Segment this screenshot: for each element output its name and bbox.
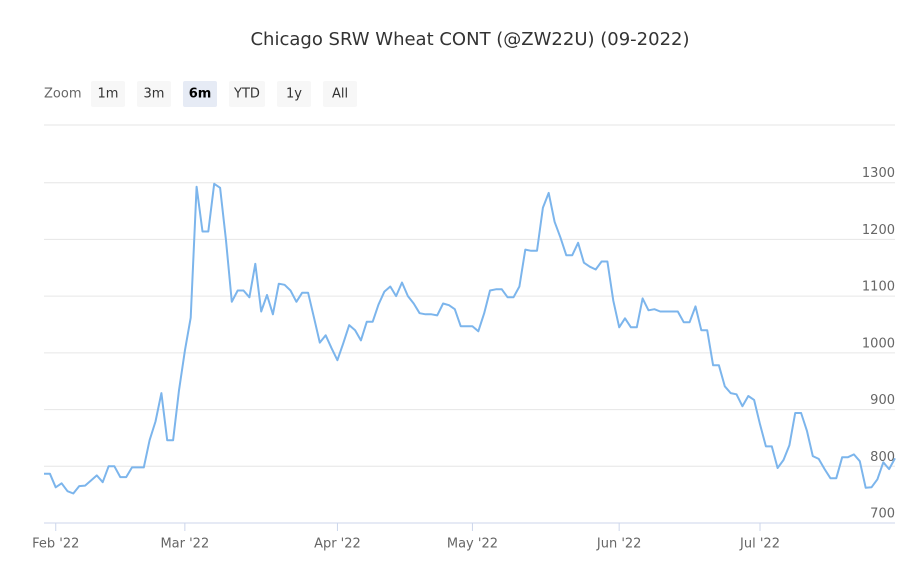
x-tick-label: Apr '22 bbox=[314, 537, 361, 552]
y-tick-label: 1200 bbox=[862, 223, 895, 238]
x-tick-label: Jun '22 bbox=[596, 537, 642, 552]
x-tick-label: Feb '22 bbox=[32, 537, 79, 552]
zoom-button-label[interactable]: All bbox=[332, 87, 348, 102]
zoom-button-label[interactable]: 3m bbox=[144, 87, 165, 102]
y-tick-label: 700 bbox=[870, 507, 895, 522]
y-tick-label: 1300 bbox=[862, 166, 895, 181]
chart-title: Chicago SRW Wheat CONT (@ZW22U) (09-2022… bbox=[250, 29, 689, 50]
zoom-button[interactable] bbox=[277, 81, 311, 107]
y-tick-label: 1100 bbox=[862, 280, 895, 295]
zoom-button-label[interactable]: 6m bbox=[189, 87, 212, 102]
zoom-label: Zoom bbox=[44, 87, 81, 102]
zoom-button-label[interactable]: YTD bbox=[233, 87, 260, 102]
zoom-button[interactable] bbox=[323, 81, 357, 107]
zoom-button-label[interactable]: 1y bbox=[286, 87, 302, 102]
y-tick-label: 900 bbox=[870, 393, 895, 408]
x-tick-label: Mar '22 bbox=[160, 537, 209, 552]
y-tick-label: 800 bbox=[870, 450, 895, 465]
zoom-button[interactable] bbox=[137, 81, 171, 107]
zoom-button-label[interactable]: 1m bbox=[98, 87, 119, 102]
zoom-button[interactable] bbox=[229, 81, 265, 107]
x-tick-label: May '22 bbox=[447, 537, 498, 552]
price-line bbox=[44, 182, 896, 495]
y-tick-label: 1000 bbox=[862, 336, 895, 351]
zoom-button[interactable] bbox=[183, 81, 217, 107]
x-tick-label: Jul '22 bbox=[739, 537, 780, 552]
zoom-button[interactable] bbox=[91, 81, 125, 107]
